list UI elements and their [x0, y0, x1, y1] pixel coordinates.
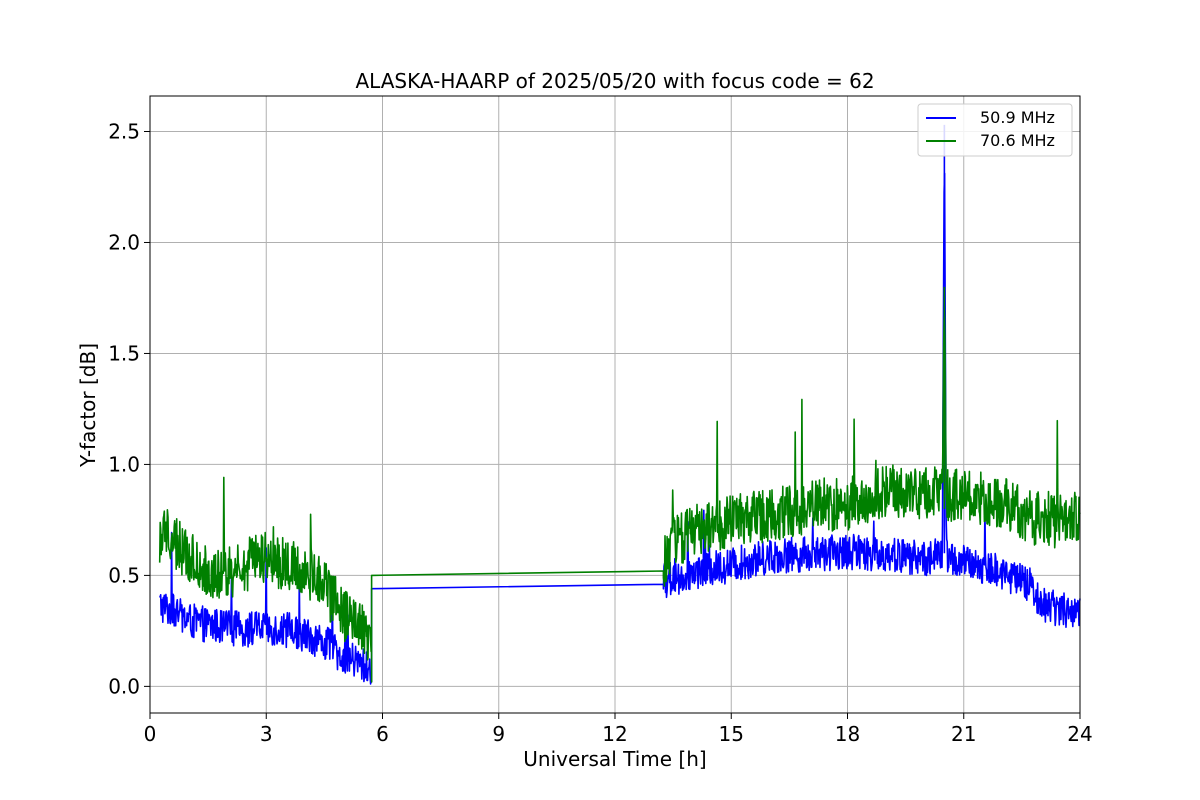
y-axis-label: Y-factor [dB] — [76, 343, 100, 468]
x-tick-label: 18 — [835, 722, 860, 746]
x-tick-label: 21 — [951, 722, 976, 746]
x-tick-label: 9 — [492, 722, 505, 746]
legend: 50.9 MHz 70.6 MHz — [917, 103, 1073, 157]
series-layer — [158, 124, 1081, 685]
y-tick-label: 1.5 — [108, 341, 140, 365]
x-tick-label: 3 — [260, 722, 273, 746]
x-tick-label: 6 — [376, 722, 389, 746]
x-tick-label: 15 — [719, 722, 744, 746]
y-tick-label: 0.0 — [108, 674, 140, 698]
y-ticks: 0.0 0.5 1.0 1.5 2.0 2.5 — [108, 120, 150, 698]
y-tick-label: 2.0 — [108, 230, 140, 254]
series-line-70-6-mhz — [158, 309, 1081, 683]
x-axis-label: Universal Time [h] — [523, 747, 706, 771]
series-line-50-9-mhz — [158, 172, 1081, 685]
chart-title: ALASKA-HAARP of 2025/05/20 with focus co… — [355, 69, 874, 93]
y-tick-label: 0.5 — [108, 563, 140, 587]
x-tick-label: 12 — [602, 722, 627, 746]
legend-box — [917, 103, 1073, 157]
y-tick-label: 1.0 — [108, 452, 140, 476]
x-tick-label: 24 — [1067, 722, 1092, 746]
x-tick-label: 0 — [144, 722, 157, 746]
x-ticks: 0 3 6 9 12 15 18 21 24 — [144, 713, 1093, 746]
legend-label-70-6: 70.6 MHz — [980, 131, 1055, 150]
legend-label-50-9: 50.9 MHz — [980, 108, 1055, 127]
y-tick-label: 2.5 — [108, 120, 140, 144]
